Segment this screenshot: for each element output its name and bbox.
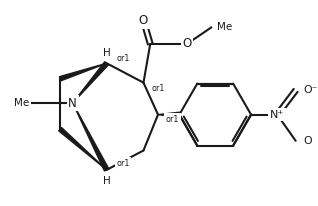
Text: or1: or1 [166,115,179,124]
Text: Me: Me [217,22,232,32]
Polygon shape [158,112,179,117]
Text: O: O [303,136,312,146]
Text: H: H [103,176,111,186]
Text: N: N [68,96,77,110]
Text: O: O [139,14,148,27]
Polygon shape [73,62,108,103]
Text: or1: or1 [116,159,130,168]
Polygon shape [73,103,109,171]
Text: H: H [103,48,111,58]
Text: or1: or1 [116,54,130,63]
Text: or1: or1 [151,84,165,93]
Text: N⁺: N⁺ [270,110,284,120]
Polygon shape [59,63,107,81]
Text: O: O [183,37,192,50]
Polygon shape [59,128,107,170]
Text: Me: Me [14,98,29,108]
Text: O⁻: O⁻ [303,85,318,95]
